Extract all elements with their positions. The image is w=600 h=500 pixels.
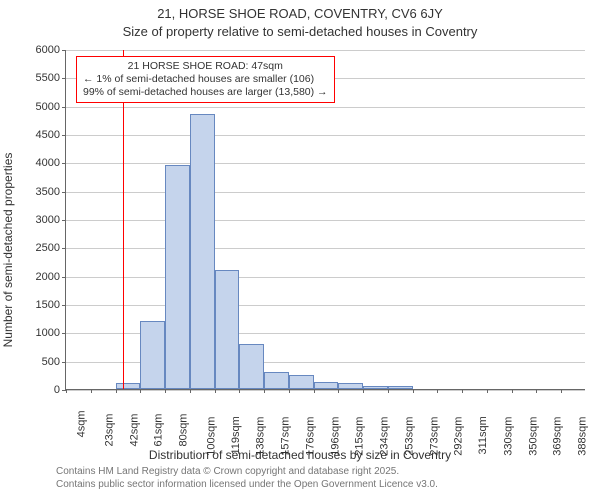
gridline bbox=[66, 107, 585, 108]
x-tick-mark bbox=[66, 389, 67, 393]
x-tick-mark bbox=[190, 389, 191, 393]
x-tick-mark bbox=[239, 389, 240, 393]
gridline bbox=[66, 192, 585, 193]
y-tick-label: 1000 bbox=[36, 327, 66, 339]
x-tick-mark bbox=[165, 389, 166, 393]
y-axis-label: Number of semi-detached properties bbox=[1, 153, 15, 348]
gridline bbox=[66, 163, 585, 164]
gridline bbox=[66, 248, 585, 249]
attribution-footer: Contains HM Land Registry data © Crown c… bbox=[56, 466, 438, 491]
annotation-line2: ← 1% of semi-detached houses are smaller… bbox=[83, 73, 328, 86]
histogram-bar bbox=[314, 382, 339, 389]
y-tick-label: 5500 bbox=[36, 72, 66, 84]
x-tick-mark bbox=[536, 389, 537, 393]
footer-line1: Contains HM Land Registry data © Crown c… bbox=[56, 466, 438, 479]
y-tick-label: 6000 bbox=[36, 44, 66, 56]
x-tick-mark bbox=[289, 389, 290, 393]
y-tick-label: 4500 bbox=[36, 129, 66, 141]
x-tick-label: 23sqm bbox=[99, 414, 115, 447]
y-tick-label: 4000 bbox=[36, 157, 66, 169]
annotation-box: 21 HORSE SHOE ROAD: 47sqm← 1% of semi-de… bbox=[76, 56, 335, 103]
histogram-bar bbox=[264, 372, 289, 389]
gridline bbox=[66, 50, 585, 51]
gridline bbox=[66, 135, 585, 136]
y-tick-label: 1500 bbox=[36, 299, 66, 311]
gridline bbox=[66, 390, 585, 391]
x-tick-label: 42sqm bbox=[124, 414, 140, 447]
y-tick-label: 500 bbox=[42, 356, 66, 368]
histogram-bar bbox=[116, 383, 141, 389]
x-tick-mark bbox=[437, 389, 438, 393]
x-tick-mark bbox=[91, 389, 92, 393]
x-tick-label: 61sqm bbox=[149, 414, 165, 447]
histogram-bar bbox=[190, 114, 215, 389]
annotation-line1: 21 HORSE SHOE ROAD: 47sqm bbox=[83, 60, 328, 73]
histogram-bar bbox=[388, 386, 413, 389]
x-tick-mark bbox=[363, 389, 364, 393]
x-tick-mark bbox=[338, 389, 339, 393]
histogram-bar bbox=[289, 375, 314, 389]
x-tick-mark bbox=[314, 389, 315, 393]
histogram-bar bbox=[165, 165, 190, 389]
x-tick-mark bbox=[561, 389, 562, 393]
y-tick-label: 3500 bbox=[36, 186, 66, 198]
x-tick-mark bbox=[140, 389, 141, 393]
y-tick-label: 2000 bbox=[36, 271, 66, 283]
gridline bbox=[66, 305, 585, 306]
gridline bbox=[66, 277, 585, 278]
x-tick-mark bbox=[487, 389, 488, 393]
x-tick-mark bbox=[413, 389, 414, 393]
gridline bbox=[66, 220, 585, 221]
y-tick-label: 0 bbox=[54, 384, 66, 396]
histogram-bar bbox=[239, 344, 264, 389]
y-tick-label: 5000 bbox=[36, 101, 66, 113]
x-tick-mark bbox=[116, 389, 117, 393]
y-tick-label: 3000 bbox=[36, 214, 66, 226]
annotation-line3: 99% of semi-detached houses are larger (… bbox=[83, 86, 328, 99]
x-tick-mark bbox=[264, 389, 265, 393]
x-tick-mark bbox=[215, 389, 216, 393]
chart-title-line2: Size of property relative to semi-detach… bbox=[0, 24, 600, 39]
histogram-bar bbox=[140, 321, 165, 389]
histogram-bar bbox=[338, 383, 363, 389]
histogram-bar bbox=[363, 386, 388, 389]
x-tick-mark bbox=[388, 389, 389, 393]
x-tick-mark bbox=[462, 389, 463, 393]
x-axis-label: Distribution of semi-detached houses by … bbox=[0, 448, 600, 462]
x-tick-label: 4sqm bbox=[71, 410, 87, 437]
x-tick-mark bbox=[512, 389, 513, 393]
footer-line2: Contains public sector information licen… bbox=[56, 479, 438, 492]
x-tick-label: 80sqm bbox=[174, 414, 190, 447]
chart-title-line1: 21, HORSE SHOE ROAD, COVENTRY, CV6 6JY bbox=[0, 6, 600, 21]
y-tick-label: 2500 bbox=[36, 242, 66, 254]
histogram-bar bbox=[215, 270, 240, 389]
chart-container: 21, HORSE SHOE ROAD, COVENTRY, CV6 6JY S… bbox=[0, 0, 600, 500]
